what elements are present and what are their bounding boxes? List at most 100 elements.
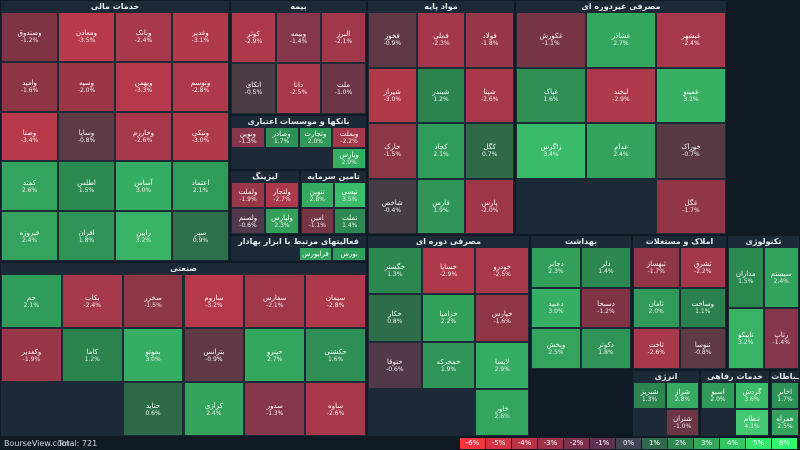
stock-tile: دسبحا -1.2% bbox=[581, 287, 631, 329]
stock-tile: امین -1.1% bbox=[301, 208, 334, 234]
stock-tile: اتکای -0.5% bbox=[231, 63, 276, 114]
tile-name: تپسی bbox=[341, 187, 358, 196]
stock-tile: لابسا 2.9% bbox=[475, 341, 529, 389]
tile-name: ومعادن bbox=[76, 29, 97, 38]
tile-change: -1.7% bbox=[682, 206, 700, 214]
stock-tile: ثبهساز -1.7% bbox=[633, 247, 680, 288]
tile-name: وتجارت bbox=[304, 130, 327, 138]
tile-change: -1.2% bbox=[20, 37, 39, 45]
tile-change: -3.0% bbox=[191, 136, 210, 144]
tile-name: آساس bbox=[134, 178, 153, 187]
tile-name: فیروزه bbox=[19, 228, 40, 237]
stock-tile: کرازی 2.4% bbox=[183, 382, 245, 436]
stock-tile: ولملت -1.9% bbox=[231, 182, 265, 208]
tile-change: 1.5% bbox=[78, 186, 95, 194]
sector: بیمه البرز -2.1% وبیمه -1.4% کوثر -2.9% ملت -1.0… bbox=[230, 0, 367, 115]
stock-tile: خمحرکه 1.9% bbox=[421, 341, 476, 389]
tile-name: غمینو bbox=[683, 87, 699, 96]
sector: مصرفی دوره ای خودرو -2.5% خساپا -2.9% خگستر 1.… bbox=[367, 235, 530, 437]
tile-name: ثامان bbox=[648, 300, 664, 309]
tile-name: غشاذر bbox=[611, 32, 631, 41]
tile-change: -2.2% bbox=[694, 267, 712, 275]
tile-change: 2.4% bbox=[773, 278, 789, 285]
tile-name: کگل bbox=[483, 143, 496, 152]
tile-change: -1.0% bbox=[334, 89, 353, 96]
tile-name: وصندوق bbox=[17, 29, 42, 38]
tile-name: وصنا bbox=[22, 128, 37, 137]
sector: مصرفی غیردوره ای غبشهر -2.4% غشاذر 2.7% غکورش… bbox=[515, 0, 727, 235]
tile-name: ولملت bbox=[238, 187, 258, 196]
tile-name: خکار bbox=[387, 310, 402, 319]
stock-tile: خگستر 1.3% bbox=[368, 247, 422, 295]
tile-change: -0.8% bbox=[694, 349, 712, 357]
tile-change: -2.6% bbox=[647, 349, 665, 357]
tile-name: همراه bbox=[776, 415, 794, 423]
tile-change: 3.2% bbox=[135, 236, 152, 244]
tile-name: فرابورس bbox=[302, 250, 329, 258]
stock-tile: پارس -2.0% bbox=[465, 178, 514, 234]
tile-name: افران bbox=[78, 228, 95, 237]
stock-tile: تپسی 3.5% bbox=[333, 182, 366, 208]
stock-tile: وکغدیر -1.9% bbox=[1, 328, 62, 382]
stock-tile: افران 1.8% bbox=[58, 211, 115, 261]
tile-name: سپر bbox=[194, 228, 207, 237]
tile-name: شاخص bbox=[381, 198, 403, 207]
stock-tile: زاگرس 3.4% bbox=[516, 123, 586, 179]
stock-tile: وامید -1.6% bbox=[1, 61, 58, 112]
stock-tile: خکار 0.8% bbox=[368, 294, 422, 342]
stock-tile: غکورش -1.1% bbox=[516, 12, 586, 68]
tile-change: 1.6% bbox=[543, 95, 559, 103]
legend-swatch: 4% bbox=[720, 438, 745, 449]
stock-tile: بورس bbox=[332, 247, 366, 261]
tile-change: -0.6% bbox=[386, 365, 404, 373]
tile-name: دکوثر bbox=[598, 341, 614, 350]
stock-tile: وصندوق -1.2% bbox=[1, 12, 58, 62]
tile-change: 2.9% bbox=[494, 365, 510, 373]
stock-tile: تاپیکو 3.2% bbox=[728, 308, 764, 369]
tile-name: ونیکی bbox=[191, 128, 210, 137]
stock-tile: سخزر -1.5% bbox=[122, 274, 184, 328]
tile-name: تاپیکو bbox=[737, 331, 754, 339]
tile-name: کرازی bbox=[204, 401, 223, 410]
tile-change: -1.5% bbox=[383, 151, 402, 159]
tile-name: فارس bbox=[432, 198, 450, 207]
tile-change: -2.6% bbox=[480, 95, 499, 103]
total-count: Total: 721 bbox=[58, 439, 98, 448]
tile-change: 2.5% bbox=[777, 423, 793, 430]
tile-name: لبخند bbox=[613, 87, 629, 96]
tile-change: 0.6% bbox=[145, 409, 161, 417]
legend-swatch: 3% bbox=[694, 438, 719, 449]
stock-tile: شبریز 1.3% bbox=[633, 382, 666, 409]
stock-tile: ثنظام 4.1% bbox=[735, 409, 769, 436]
sector: صنعتی سیمان -2.8% سفارس -2.1% ساروم -3.2% سخزر -… bbox=[0, 262, 367, 437]
tile-name: کاما bbox=[86, 347, 98, 356]
tile-name: سدور bbox=[266, 401, 283, 410]
tile-name: وصادر bbox=[272, 130, 291, 138]
tile-name: وبهمن bbox=[134, 79, 153, 88]
tile-name: ثنوسا bbox=[694, 341, 711, 350]
tile-name: وسپه bbox=[78, 79, 95, 88]
tile-name: غپاک bbox=[543, 87, 559, 96]
tile-name: خمحرکه bbox=[436, 357, 461, 366]
sector-title: خدمات رفاهی bbox=[701, 371, 769, 382]
tile-change: 1.6% bbox=[327, 355, 344, 363]
stock-tile: اطلس 1.5% bbox=[58, 161, 115, 212]
stock-tile: رتاپ -1.4% bbox=[763, 308, 799, 369]
tile-change: 3.4% bbox=[543, 151, 559, 159]
tile-change: 2.4% bbox=[206, 409, 222, 417]
tile-name: دعبید bbox=[548, 300, 564, 309]
tile-change: 2.0% bbox=[710, 396, 726, 403]
tile-change: -1.3% bbox=[239, 138, 257, 145]
stock-tile: کگل 0.7% bbox=[465, 123, 514, 179]
tile-change: -2.1% bbox=[266, 301, 284, 309]
tile-name: ختوقا bbox=[387, 357, 403, 366]
tile-change: 3.5% bbox=[342, 195, 358, 203]
footer: BourseView.com Total: 721 -6% -5% -4% -3% -2… bbox=[0, 437, 800, 450]
sector: خدمات مالی وغدیر -3.1% وبانک -2.4% ومعادن -3.5… bbox=[0, 0, 230, 262]
tile-change: -1.7% bbox=[647, 267, 665, 275]
tile-change: -0.7% bbox=[682, 151, 700, 159]
stock-tile: سفارس -2.1% bbox=[244, 274, 306, 328]
tile-change: 1.7% bbox=[274, 138, 290, 145]
tile-name: وتوسم bbox=[190, 79, 211, 88]
tile-change: -2.5% bbox=[493, 271, 511, 279]
